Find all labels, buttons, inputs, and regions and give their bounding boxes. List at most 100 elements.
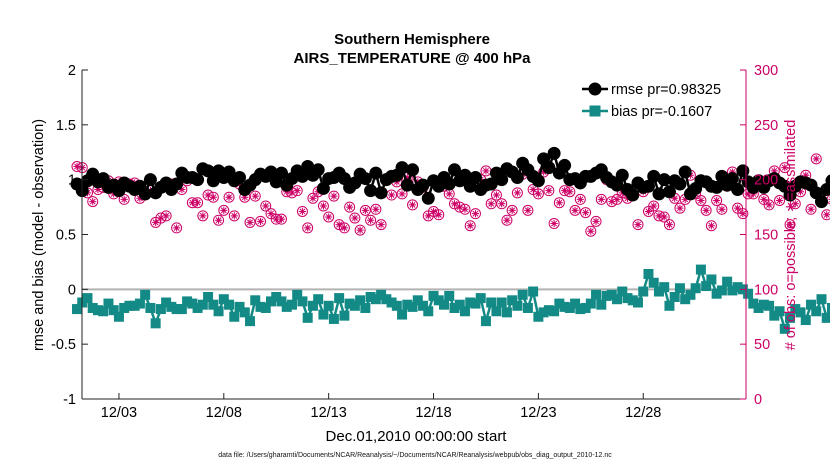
rmse-point (416, 178, 430, 192)
bias-point (286, 299, 297, 310)
bias-point (748, 298, 759, 309)
bias-point (129, 300, 140, 311)
bias-point (328, 313, 339, 324)
x-tick-label: 12/18 (415, 405, 451, 421)
obs-possible-marker (574, 193, 586, 205)
obs-count-point (548, 218, 560, 230)
bias-point (454, 299, 465, 310)
obs-assimilated-marker (576, 195, 584, 204)
bias-point (108, 305, 119, 316)
bias-point (659, 282, 670, 293)
bias-point (113, 311, 124, 322)
obs-assimilated-marker (650, 202, 658, 210)
rmse-point (274, 166, 288, 180)
bias-point (496, 297, 507, 308)
obs-possible-marker (737, 208, 749, 220)
obs-assimilated-marker (545, 187, 553, 195)
obs-possible-marker (496, 198, 508, 210)
obs-count-point (338, 222, 350, 234)
bias-point (439, 299, 450, 310)
obs-assimilated-marker (566, 188, 574, 196)
obs-assimilated-marker (571, 206, 579, 214)
obs-count-point (632, 219, 644, 231)
y-axis-ticks: -1 -0.5 0 0.5 1 1.5 2 (51, 63, 88, 408)
y2-axis-ticks: 0 50 100 150 200 250 300 (740, 63, 778, 408)
obs-possible-marker (511, 187, 523, 199)
obs-possible-marker (207, 191, 219, 203)
bias-point (150, 318, 161, 329)
obs-possible-marker (275, 213, 287, 225)
bias-point (265, 296, 276, 307)
obs-assimilated-marker (193, 199, 202, 207)
obs-assimilated-marker (471, 210, 480, 218)
rmse-point (678, 165, 692, 179)
obs-assimilated-marker (597, 195, 605, 204)
obs-possible-marker (244, 216, 256, 228)
rmse-point (395, 161, 409, 175)
bias-point (795, 307, 806, 318)
obs-possible-marker (365, 214, 377, 226)
bias-point (732, 282, 743, 293)
obs-count-point (648, 200, 660, 212)
obs-assimilated-marker (94, 185, 102, 194)
y-tick-label: -1 (63, 392, 76, 408)
obs-assimilated-marker (681, 195, 689, 204)
bias-point (182, 296, 193, 307)
obs-assimilated-marker (513, 189, 522, 197)
bias-point (800, 315, 811, 326)
obs-possible-marker (249, 190, 261, 202)
obs-count-point (464, 220, 476, 232)
obs-count-point (779, 162, 791, 174)
bias-point (381, 294, 392, 305)
obs-count-point (805, 203, 817, 215)
obs-assimilated-marker (498, 200, 506, 208)
obs-assimilated-marker (330, 192, 338, 200)
obs-count-point (821, 209, 830, 221)
bias-point (501, 307, 512, 318)
obs-assimilated-marker (309, 194, 317, 202)
bias-point (486, 297, 497, 308)
rmse-point (170, 177, 184, 191)
x-axis-ticks: 12/03 12/08 12/13 12/18 12/23 12/28 (101, 393, 661, 421)
obs-assimilated-marker (251, 192, 259, 200)
bias-point (722, 276, 733, 287)
bias-point (533, 311, 544, 322)
rmse-point (814, 195, 828, 209)
bias-point (239, 307, 250, 318)
rmse-point (825, 174, 830, 187)
bias-point (234, 301, 245, 312)
legend-box (578, 76, 728, 122)
rmse-point (647, 169, 661, 183)
obs-count-point (496, 198, 508, 210)
obs-count-point (511, 187, 523, 199)
obs-possible-marker (585, 225, 597, 237)
x-tick-label: 12/13 (311, 405, 347, 421)
obs-assimilated-marker (503, 216, 511, 224)
bias-point (203, 292, 214, 303)
obs-count-point (249, 190, 261, 202)
obs-possible-marker (323, 211, 335, 223)
obs-count-point (569, 204, 581, 216)
obs-assimilated-marker (786, 221, 794, 229)
obs-assimilated-marker (293, 187, 301, 195)
obs-count-point (700, 204, 712, 216)
bias-point (208, 299, 219, 310)
rmse-point (421, 191, 435, 205)
y2-tick-label: 150 (754, 228, 778, 244)
bias-point (779, 323, 790, 334)
bias-point (690, 283, 701, 294)
obs-count-point (296, 205, 308, 217)
obs-possible-marker (501, 214, 513, 226)
obs-possible-marker (763, 199, 775, 211)
obs-assimilated-marker (450, 200, 459, 208)
bias-point (711, 288, 722, 299)
obs-count-point (532, 188, 544, 200)
obs-count-point (433, 209, 445, 221)
obs-possible-marker (218, 204, 230, 216)
bias-point (224, 299, 235, 310)
bias-point (402, 299, 413, 310)
obs-assimilated-marker (534, 190, 542, 198)
rmse-point (264, 165, 278, 179)
obs-assimilated-marker (728, 168, 736, 176)
